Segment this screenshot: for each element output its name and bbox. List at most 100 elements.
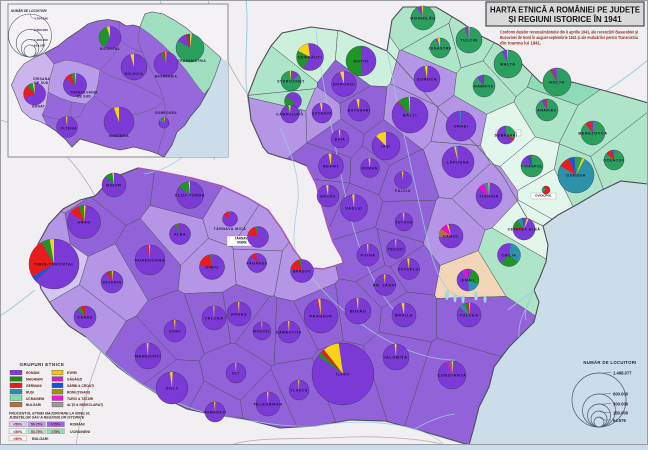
svg-text:GRUPURI ETNICE: GRUPURI ETNICE xyxy=(20,362,65,367)
svg-text:FĂGĂRAȘ: FĂGĂRAȘ xyxy=(247,261,268,266)
svg-text:OVIDIOPOL: OVIDIOPOL xyxy=(535,194,552,198)
svg-text:MOGHILĂU: MOGHILĂU xyxy=(410,16,435,21)
svg-text:CERNĂUȚI: CERNĂUȚI xyxy=(298,55,322,60)
svg-text:GORJ: GORJ xyxy=(169,330,181,334)
svg-text:BULGARI: BULGARI xyxy=(26,403,41,407)
svg-text:64.576: 64.576 xyxy=(613,418,626,423)
svg-text:GERMANI: GERMANI xyxy=(26,384,42,388)
svg-text:ISMAIL: ISMAIL xyxy=(460,279,475,283)
svg-text:Bucovinei de Nord în august-se: Bucovinei de Nord în august-septembrie 1… xyxy=(500,35,638,40)
svg-text:SIBIU: SIBIU xyxy=(205,266,218,270)
svg-text:MAGHIARI: MAGHIARI xyxy=(26,378,43,382)
svg-text:VÂLCEA: VÂLCEA xyxy=(204,316,223,321)
svg-text:COVURLUI: COVURLUI xyxy=(398,268,421,272)
svg-text:<50%: <50% xyxy=(13,423,22,427)
svg-text:FĂLCIU: FĂLCIU xyxy=(395,188,411,193)
svg-text:Conform datelor recensământulu: Conform datelor recensământului din 6 ap… xyxy=(500,30,638,35)
svg-text:ARGEȘ: ARGEȘ xyxy=(231,313,248,317)
svg-text:SOROCA: SOROCA xyxy=(417,78,437,82)
svg-text:50-75%: 50-75% xyxy=(31,423,43,427)
svg-text:DÂMBOVIȚA: DÂMBOVIȚA xyxy=(276,330,302,335)
svg-text:ȘI REGIUNI ISTORICE ÎN 1941: ȘI REGIUNI ISTORICE ÎN 1941 xyxy=(508,15,622,24)
svg-text:CAHUL: CAHUL xyxy=(443,235,459,239)
svg-text:ALȚII & NEDECLARAȚI: ALȚII & NEDECLARAȚI xyxy=(67,403,103,407)
svg-text:HUNEDOARA: HUNEDOARA xyxy=(135,259,165,263)
svg-text:STOROJINEȚ: STOROJINEȚ xyxy=(277,80,305,84)
svg-text:CETATEA ALBĂ: CETATEA ALBĂ xyxy=(508,227,541,232)
svg-text:OLTENIA: OLTENIA xyxy=(61,127,78,131)
svg-text:ROMAN: ROMAN xyxy=(362,167,378,171)
svg-text:>75%: >75% xyxy=(51,430,60,434)
svg-text:TIRASPOL: TIRASPOL xyxy=(521,165,543,169)
svg-text:ROMANAȚI: ROMANAȚI xyxy=(203,411,226,415)
svg-text:TULCIN: TULCIN xyxy=(460,39,478,43)
svg-text:ROMÂNI: ROMÂNI xyxy=(70,422,85,427)
svg-text:BOTOȘANI: BOTOȘANI xyxy=(348,109,371,113)
svg-text:din toamna lui 1941.: din toamna lui 1941. xyxy=(500,40,541,45)
svg-text:HARTA ETNICĂ A ROMÂNIEI PE JUD: HARTA ETNICĂ A ROMÂNIEI PE JUDEȚE xyxy=(490,6,641,15)
svg-text:TÂRNAVA: TÂRNAVA xyxy=(234,236,250,241)
svg-text:PROCENTUL ETNIEI MAJORITARE LA: PROCENTUL ETNIEI MAJORITARE LA NIVELUL xyxy=(9,412,90,416)
svg-text:GĂGĂUZI: GĂGĂUZI xyxy=(67,377,82,382)
svg-text:ROMÂNI: ROMÂNI xyxy=(26,370,39,375)
svg-text:TELEORMAN: TELEORMAN xyxy=(253,403,282,407)
svg-text:<50%: <50% xyxy=(13,430,22,434)
svg-text:BULGARI: BULGARI xyxy=(32,437,48,441)
svg-text:BAIA: BAIA xyxy=(335,138,346,142)
svg-text:SUCEAVA: SUCEAVA xyxy=(312,112,332,116)
svg-text:MUNTENIA: MUNTENIA xyxy=(109,134,129,138)
svg-text:BALTA: BALTA xyxy=(500,63,515,67)
svg-text:EVREI: EVREI xyxy=(67,371,77,375)
svg-text:TRANSILVANIA: TRANSILVANIA xyxy=(70,91,98,95)
svg-text:TUTOVA: TUTOVA xyxy=(395,221,412,225)
svg-text:BĂLȚI: BĂLȚI xyxy=(403,113,417,118)
svg-text:ILFOV: ILFOV xyxy=(336,373,350,377)
svg-text:CHILIA: CHILIA xyxy=(502,254,517,258)
svg-text:NUMĂR DE LOCUITORI: NUMĂR DE LOCUITORI xyxy=(11,8,47,13)
svg-text:ANANIEV: ANANIEV xyxy=(537,109,557,113)
svg-text:TÂRNAVA MICĂ: TÂRNAVA MICĂ xyxy=(214,226,247,231)
svg-text:OCEACOV: OCEACOV xyxy=(603,159,624,163)
svg-text:RÂBNIȚA: RÂBNIȚA xyxy=(474,84,493,89)
svg-text:1.498.077: 1.498.077 xyxy=(613,370,632,375)
svg-text:BRĂILA: BRĂILA xyxy=(395,313,413,318)
svg-text:ROMI (ȚIGANI): ROMI (ȚIGANI) xyxy=(67,390,90,394)
svg-text:MARE: MARE xyxy=(237,241,246,245)
svg-text:TULCEA: TULCEA xyxy=(460,314,479,318)
svg-text:NEAMȚ: NEAMȚ xyxy=(323,165,340,169)
svg-text:619.297: 619.297 xyxy=(34,43,45,47)
svg-text:VASLUI: VASLUI xyxy=(345,207,362,211)
svg-text:TIGHINA: TIGHINA xyxy=(479,195,499,199)
svg-text:BEREZOVCA: BEREZOVCA xyxy=(578,132,607,136)
svg-text:RUȘI: RUȘI xyxy=(26,390,34,394)
svg-text:DOBROGEA: DOBROGEA xyxy=(155,111,177,115)
svg-text:DOLJ: DOLJ xyxy=(166,387,179,391)
svg-text:TURCI & TĂTARI: TURCI & TĂTARI xyxy=(67,396,93,401)
svg-text:DOROHOI: DOROHOI xyxy=(333,83,355,87)
svg-text:GOLTA: GOLTA xyxy=(549,81,565,85)
svg-text:ARAD: ARAD xyxy=(77,221,90,225)
svg-text:IAȘI: IAȘI xyxy=(381,145,391,149)
svg-text:MEHEDINȚI: MEHEDINȚI xyxy=(135,355,161,359)
svg-text:JUGASTRU: JUGASTRU xyxy=(428,47,451,51)
svg-text:PRAHOVA: PRAHOVA xyxy=(310,315,333,319)
svg-text:MUSCEL: MUSCEL xyxy=(253,330,271,334)
svg-text:TIMIȘ-TORONTAL: TIMIȘ-TORONTAL xyxy=(34,263,75,267)
svg-text:SEVERIN: SEVERIN xyxy=(102,281,121,285)
svg-text:VLAȘCA: VLAȘCA xyxy=(290,389,308,393)
svg-text:300.000: 300.000 xyxy=(613,401,629,406)
svg-text:ORHEI: ORHEI xyxy=(453,125,468,129)
svg-text:TRANSNISTRIA: TRANSNISTRIA xyxy=(178,59,206,63)
svg-text:2.500.000: 2.500.000 xyxy=(34,28,48,32)
svg-text:DUBĂSARI: DUBĂSARI xyxy=(495,133,518,138)
svg-text:CRIȘANA: CRIȘANA xyxy=(33,77,50,81)
svg-text:150.000: 150.000 xyxy=(613,410,629,415)
svg-text:<50%: <50% xyxy=(13,437,22,441)
svg-text:HOTIN: HOTIN xyxy=(354,60,369,64)
svg-text:BRAȘOV: BRAȘOV xyxy=(293,270,311,274)
svg-text:BANAT: BANAT xyxy=(32,105,45,109)
svg-text:BUCOVINA: BUCOVINA xyxy=(100,47,120,51)
svg-text:JUDEȚELOR SAU A REGIUNILOR IST: JUDEȚELOR SAU A REGIUNILOR ISTORICE xyxy=(9,416,85,420)
svg-text:DE SUD: DE SUD xyxy=(34,81,49,85)
svg-text:NUMĂR DE LOCUITORI: NUMĂR DE LOCUITORI xyxy=(583,360,636,365)
